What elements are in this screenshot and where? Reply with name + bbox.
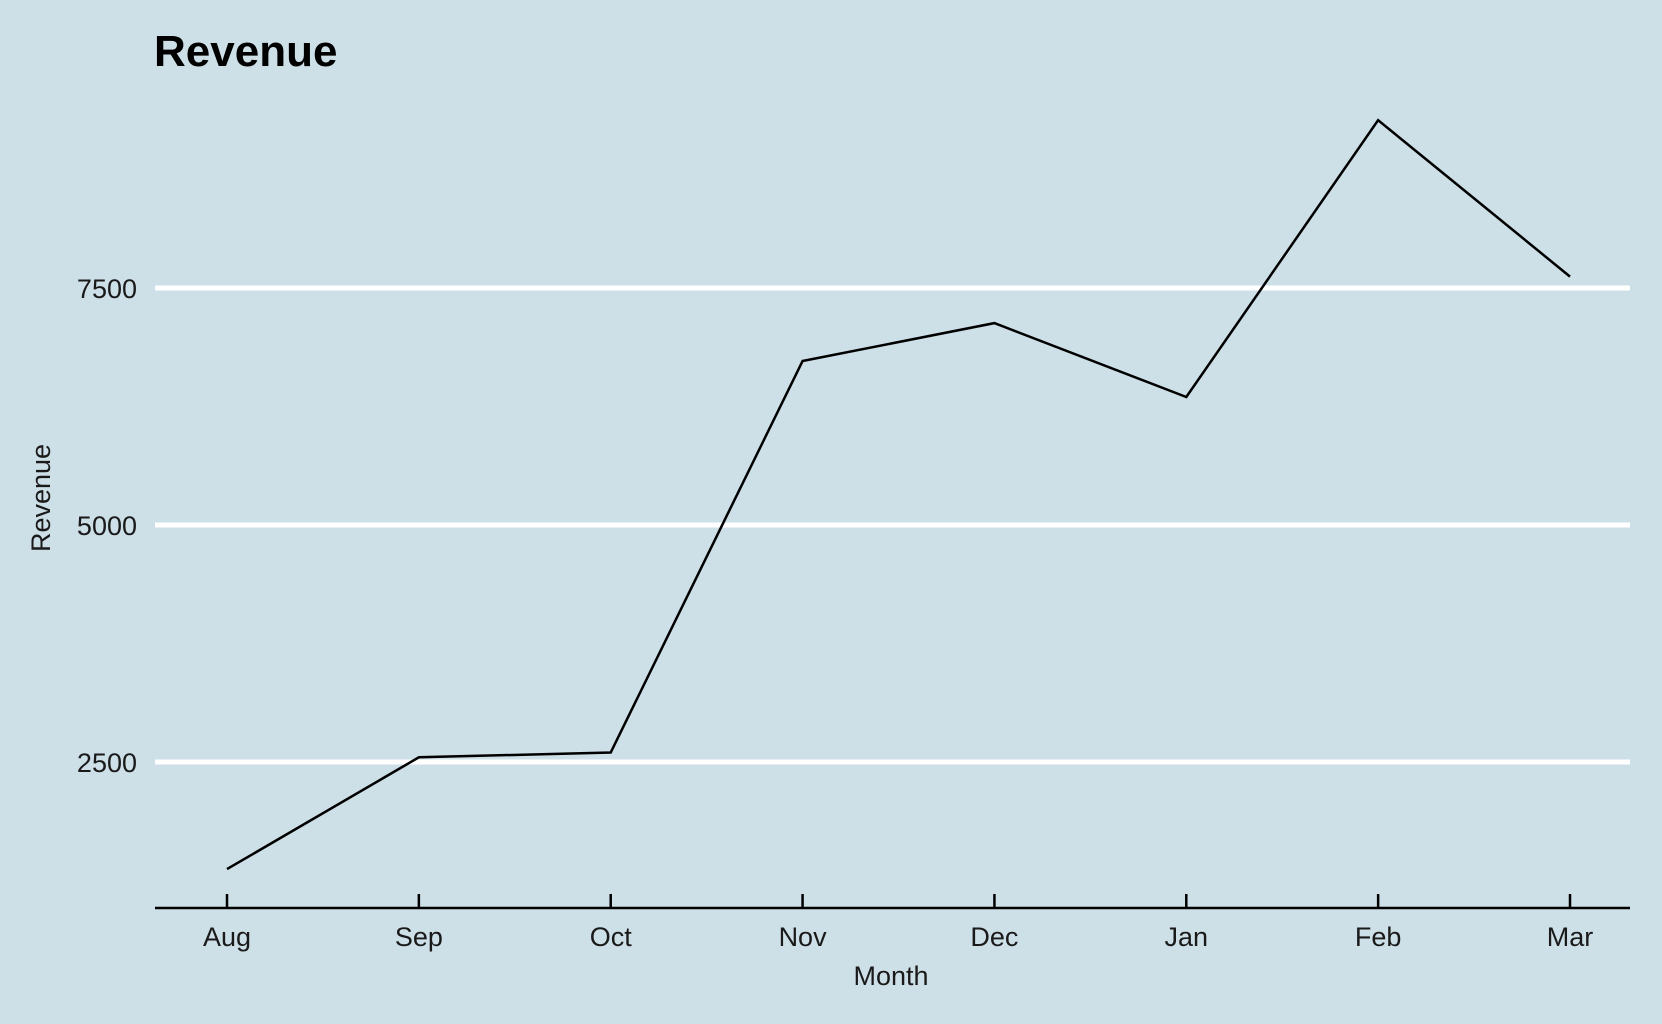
- x-axis-title: Month: [853, 961, 928, 991]
- x-tick-label: Feb: [1355, 922, 1402, 952]
- y-tick-label: 7500: [77, 274, 137, 304]
- y-tick-label: 2500: [77, 748, 137, 778]
- x-tick-label: Dec: [970, 922, 1018, 952]
- x-tick-label: Oct: [590, 922, 633, 952]
- x-ticks: Aug Sep Oct Nov Dec Jan Feb Mar: [203, 894, 1593, 952]
- x-tick-label: Aug: [203, 922, 251, 952]
- x-tick-label: Sep: [395, 922, 443, 952]
- y-axis-title: Revenue: [26, 444, 56, 552]
- gridlines: [155, 285, 1630, 765]
- revenue-series-line: [226, 118, 1571, 871]
- x-tick-label: Jan: [1165, 922, 1209, 952]
- y-tick-labels: 2500 5000 7500: [77, 274, 137, 778]
- x-tick-label: Mar: [1547, 922, 1594, 952]
- x-tick-label: Nov: [779, 922, 828, 952]
- chart-title: Revenue: [154, 27, 337, 76]
- y-tick-label: 5000: [77, 511, 137, 541]
